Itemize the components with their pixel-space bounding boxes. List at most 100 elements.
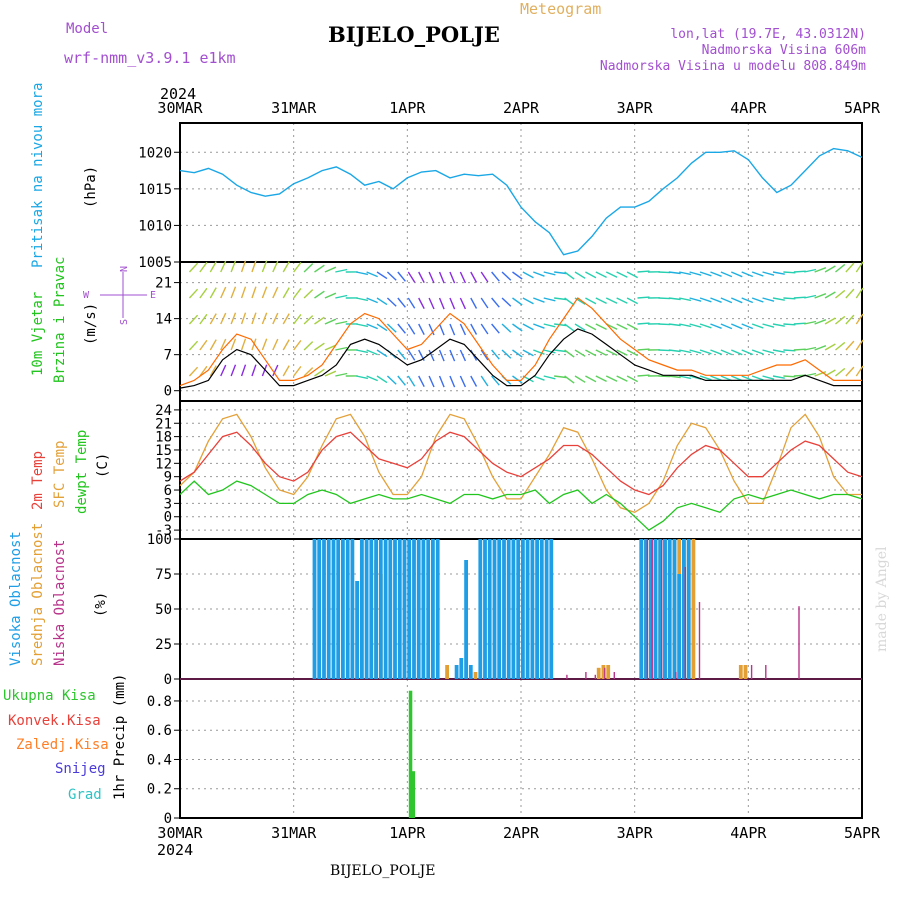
cloud-high-bar [374,539,378,679]
cloud-label: Visoka Oblacnost Srednja Oblacnost Niska… [8,523,109,666]
wind-arrow [606,272,617,277]
wind-arrow [773,298,785,300]
y-tick-label: 0.2 [147,782,172,798]
compass-n: N [119,266,130,272]
wind-arrow [679,298,691,300]
date-label-top: 30MAR [157,99,203,117]
wind-arrow [763,324,775,327]
y-tick-label: 1020 [138,145,172,161]
wind-arrow [585,272,596,278]
wind-arrow [231,287,235,298]
temp-label-3: dewpt Temp [74,430,90,514]
cloud-high-bar [351,539,355,679]
wind-arrow [638,375,650,376]
precip-unit: 1hr Precip (mm) [112,674,128,800]
wind-arrow [189,341,197,350]
wind-arrow [544,376,556,379]
wind-arrow [387,376,396,384]
wind-arrow [752,324,763,328]
wind-arrow [419,376,425,387]
wind-arrow [398,272,406,281]
wind-arrow [523,324,534,330]
wind-arrow [450,324,455,335]
wind-arrow [804,348,816,351]
wind-arrow [742,272,753,277]
wind-arrow [638,349,650,350]
wind-arrow [565,298,575,305]
wind-arrow [596,324,607,329]
cloud-low-bar [595,675,596,679]
wind-arrow [846,315,854,324]
cloud-high-bar [317,539,321,679]
cloud-high-bar [639,539,643,679]
wind-arrow [419,324,425,335]
wind-arrow [440,324,445,335]
wind-arrow [554,298,566,300]
wind-arrow [763,376,775,379]
wind-arrow [210,288,216,298]
date-label-bottom: 3APR [617,824,654,842]
wind-arrow [492,272,500,281]
wind-arrow [783,272,795,273]
year-bottom: 2024 [157,841,193,859]
wind-arrow [189,367,197,376]
wind-arrow [304,290,313,298]
wind-arrow [690,324,702,327]
model-elevation-label: Nadmorska Visina u modelu 808.849m [600,59,866,74]
wind-arrow [627,298,638,304]
y-tick-label: 21 [155,276,172,292]
precip-frz-label: Zaledj.Kisa [16,737,109,753]
wind-arrow [273,339,278,350]
wind-arrow [252,287,256,298]
wind-arrow [335,322,347,325]
wind-arrow [315,265,325,272]
wind-arrow [617,324,628,329]
wind-arrow [783,350,795,351]
wind-arrow [481,324,488,334]
cloud-high-bar [459,658,463,679]
wind-arrow [752,376,763,380]
wind-arrow [325,267,336,272]
date-label-top: 1APR [389,99,426,117]
cloud-high-bar [531,539,535,679]
wind-arrow [804,322,816,325]
page-title: BIJELO_POLJE [328,22,500,47]
wind-arrow [242,287,246,298]
compass-s: S [119,319,130,325]
cloud-high-bar [341,539,345,679]
wind-arrow [544,298,556,301]
wind-arrow [252,365,256,376]
wind-arrow [200,262,207,272]
y-tick-label: 7 [164,348,172,364]
wind-arrow [783,298,795,299]
pressure-unit: (hPa) [83,166,99,208]
wind-arrow [492,298,500,307]
wind-arrow [200,314,207,324]
wind-arrow [533,272,544,276]
wind-arrow [804,270,816,273]
wind-arrow [627,376,638,382]
wind-arrow [794,271,806,272]
cloud-mid-bar [597,668,601,679]
wind-arrow [606,376,617,381]
cloud-low-bar [661,539,662,679]
cloud-high-bar [336,539,340,679]
cloud-high-bar [369,539,373,679]
cloud-high-bar [483,539,487,679]
wind-arrow [690,298,702,301]
precip-label: Ukupna Kisa Konvek.Kisa Zaledj.Kisa Snij… [3,674,128,803]
wind-arrow [502,298,511,306]
cloud-high-bar [502,539,506,679]
cloud-mid-bar [739,665,743,679]
cloud-high-bar [388,539,392,679]
cloud-high-bar [488,539,492,679]
precip-snow-label: Snijeg [55,761,106,777]
wind-arrow [335,296,347,299]
wind-arrow [481,376,488,386]
wind-arrow [721,350,732,355]
wind-arrow [440,272,445,283]
pressure-label-text: Pritisak na nivou mora [30,83,46,268]
wind-arrow [398,350,406,359]
date-label-bottom: 2APR [503,824,540,842]
cloud-high-bar [455,665,459,679]
